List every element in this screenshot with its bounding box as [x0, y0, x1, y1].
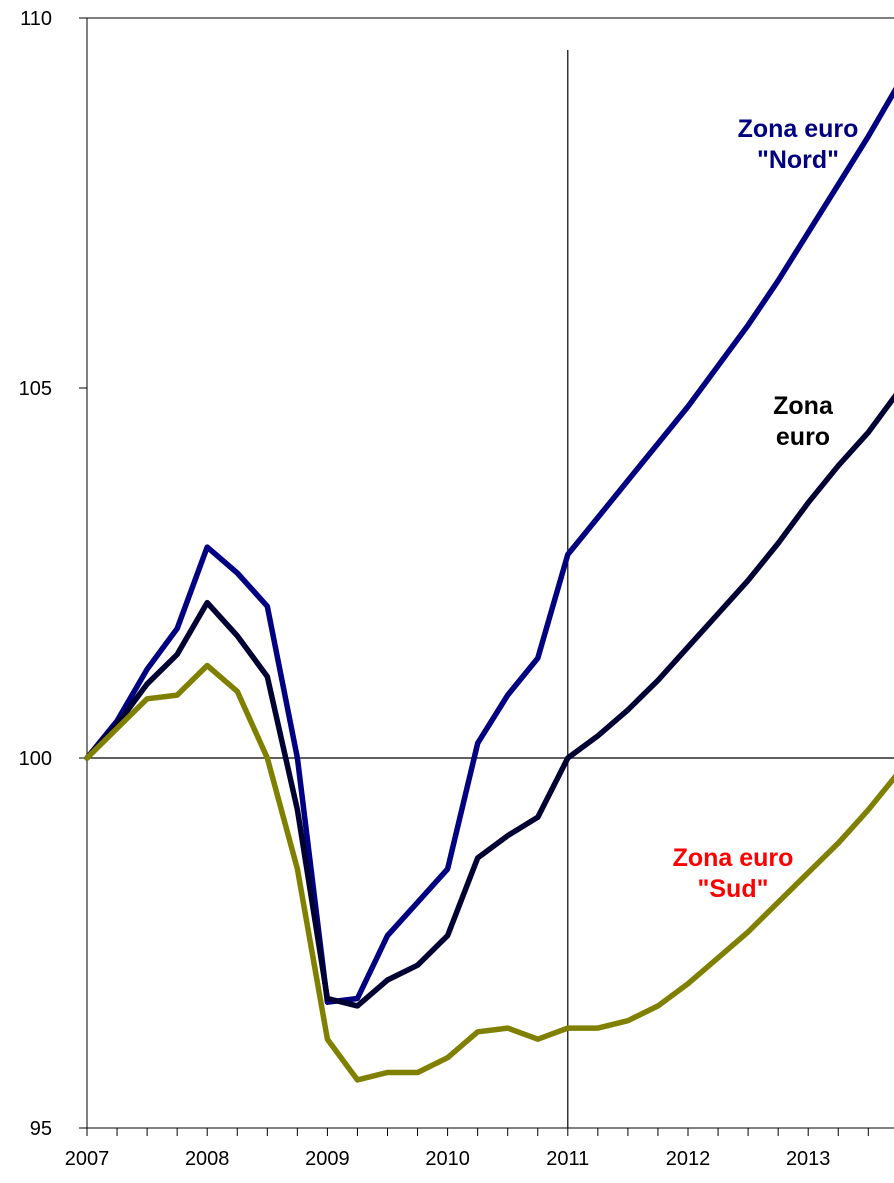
y-tick-label: 95 — [30, 1118, 52, 1140]
series-label-line: "Sud" — [698, 875, 769, 903]
series-label-line: Zona euro — [738, 115, 859, 143]
y-tick-label: 110 — [20, 8, 52, 30]
x-tick-label: 2013 — [786, 1148, 831, 1170]
x-tick-label: 2008 — [185, 1148, 230, 1170]
series-label-line: Zona euro — [673, 844, 794, 872]
y-tick-labels: 95 100 105 110 — [19, 8, 52, 1140]
sud-series-label: Zona euro "Sud" — [673, 844, 794, 903]
x-tick-label: 2011 — [546, 1148, 589, 1170]
chart-axes — [79, 17, 894, 1136]
series-label-line: Zona — [773, 392, 834, 420]
x-tick-label: 2007 — [65, 1148, 110, 1170]
x-tick-labels: 2007 2008 2009 2010 2011 2012 2013 — [65, 1148, 831, 1170]
series-label-line: "Nord" — [757, 146, 839, 174]
euro-area-series-label: Zona euro — [773, 392, 834, 451]
x-tick-label: 2012 — [666, 1148, 711, 1170]
x-tick-label: 2010 — [425, 1148, 470, 1170]
nord-series-label: Zona euro "Nord" — [738, 115, 859, 174]
reference-lines — [87, 50, 894, 1128]
series-label-line: euro — [776, 423, 830, 451]
series-lines — [84, 86, 894, 1083]
nord-series-line — [84, 86, 894, 1005]
sud-series-line — [84, 662, 894, 1083]
y-tick-label: 105 — [19, 378, 52, 400]
euro-area-series-line — [84, 393, 894, 1009]
y-tick-label: 100 — [19, 748, 52, 770]
x-tick-label: 2009 — [305, 1148, 350, 1170]
